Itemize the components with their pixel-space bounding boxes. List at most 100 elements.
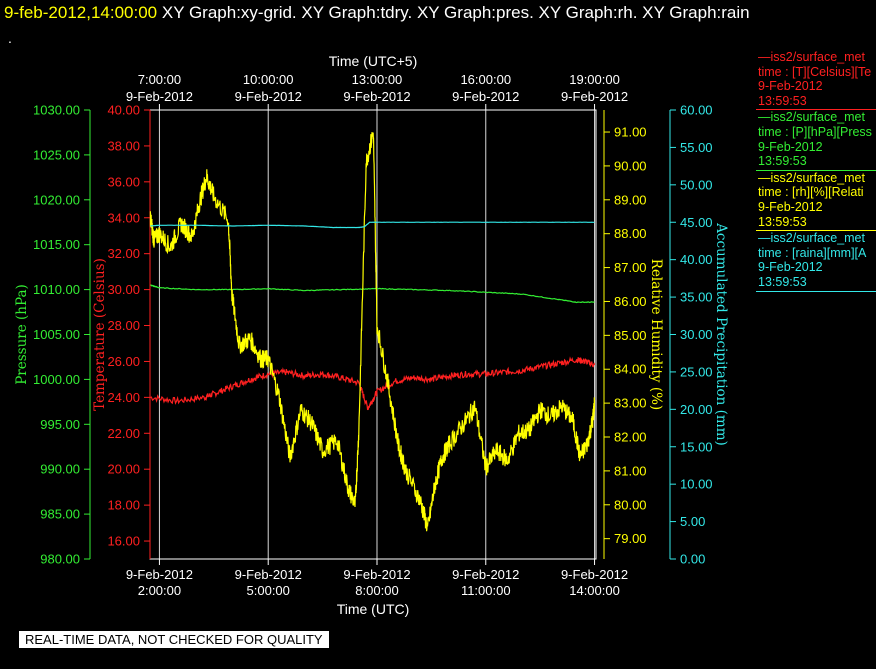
legend-text: 9-Feb-2012 [758, 260, 823, 275]
y-tick-label-temperature: 18.00 [107, 498, 140, 513]
y-tick-label-temperature: 32.00 [107, 246, 140, 261]
legend-text: 13:59:53 [758, 93, 807, 108]
x-top-tick-label: 13:00:00 [352, 72, 403, 87]
x-tick-label: 9-Feb-2012 [561, 567, 628, 582]
legend-text: time : [T][Celsius][Te [758, 64, 872, 79]
series-line-rh [149, 132, 596, 532]
x-tick-label: 9-Feb-2012 [452, 567, 519, 582]
y-tick-label-temperature: 22.00 [107, 426, 140, 441]
y-tick-label-rain: 10.00 [680, 477, 713, 492]
y-tick-label-rh: 89.00 [614, 192, 647, 207]
legend: —iss2/surface_met time : [T][Celsius][Te 9… [756, 50, 876, 292]
y-tick-label-pressure: 1030.00 [33, 103, 80, 118]
legend-text: —iss2/surface_met [758, 231, 865, 246]
x-tick-label: 11:00:00 [461, 583, 511, 598]
legend-text: —iss2/surface_met [758, 170, 865, 185]
x-top-tick-label: 16:00:00 [460, 72, 511, 87]
y-tick-label-rain: 5.00 [680, 514, 705, 529]
legend-entry: —iss2/surface_met time : [T][Celsius][Te 9… [756, 50, 876, 111]
y-tick-label-temperature: 40.00 [107, 103, 140, 118]
legend-text: time : [P][hPa][Press [758, 124, 872, 139]
y-tick-label-rh: 83.00 [614, 396, 647, 411]
x-top-tick-label: 9-Feb-2012 [126, 89, 193, 104]
header-dot: . [8, 30, 12, 46]
x-tick-label: 2:00:00 [138, 583, 181, 598]
legend-text: 9-Feb-2012 [758, 79, 823, 94]
y-tick-label-pressure: 1015.00 [33, 237, 80, 252]
legend-text: —iss2/surface_met [758, 50, 865, 64]
y-tick-label-pressure: 980.00 [40, 552, 80, 567]
x-top-tick-label: 19:00:00 [569, 72, 620, 87]
header-graph-list: XY Graph:xy-grid. XY Graph:tdry. XY Grap… [161, 3, 750, 22]
y-tick-label-pressure: 990.00 [40, 462, 80, 477]
y-tick-label-rh: 86.00 [614, 294, 647, 309]
legend-entry: —iss2/surface_met time : [raina][mm][A 9-F… [756, 231, 876, 292]
y-tick-label-rh: 88.00 [614, 226, 647, 241]
x-top-tick-label: 10:00:00 [243, 72, 294, 87]
series-line-rain [150, 221, 595, 229]
legend-entry: —iss2/surface_met time : [rh][%][Relati 9-… [756, 170, 876, 232]
series-line-pressure [150, 284, 595, 304]
legend-text: time : [raina][mm][A [758, 245, 867, 260]
y-axis-title-rh: Relative Humidity (%) [648, 259, 664, 410]
legend-text: time : [rh][%][Relati [758, 185, 864, 200]
x-tick-label: 8:00:00 [355, 583, 398, 598]
y-axis-title-temperature: Temperature (Celsius) [92, 258, 108, 411]
x-tick-label: 9-Feb-2012 [126, 567, 193, 582]
y-tick-label-rain: 55.00 [680, 140, 713, 155]
y-tick-label-rain: 45.00 [680, 215, 713, 230]
y-tick-label-rain: 35.00 [680, 290, 713, 305]
y-tick-label-pressure: 1020.00 [33, 192, 80, 207]
y-tick-label-pressure: 1025.00 [33, 147, 80, 162]
x-top-tick-label: 9-Feb-2012 [343, 89, 410, 104]
y-tick-label-rh: 90.00 [614, 158, 647, 173]
legend-text: 13:59:53 [758, 274, 807, 289]
y-tick-label-rh: 81.00 [614, 463, 647, 478]
quality-banner: REAL-TIME DATA, NOT CHECKED FOR QUALITY [19, 631, 329, 648]
y-axis-title-rain: Accumulated Precipitation (mm) [713, 222, 729, 446]
y-tick-label-temperature: 34.00 [107, 210, 140, 225]
y-tick-label-rh: 79.00 [614, 531, 647, 546]
y-tick-label-pressure: 1010.00 [33, 282, 80, 297]
y-tick-label-rain: 30.00 [680, 327, 713, 342]
y-tick-label-temperature: 30.00 [107, 282, 140, 297]
legend-text: 9-Feb-2012 [758, 199, 823, 214]
y-tick-label-temperature: 16.00 [107, 534, 140, 549]
y-tick-label-rh: 91.00 [614, 125, 647, 140]
series-line-temperature [150, 356, 596, 411]
x-axis-title: Time (UTC) [337, 601, 410, 617]
y-tick-label-pressure: 1005.00 [33, 327, 80, 342]
y-tick-label-pressure: 1000.00 [33, 372, 80, 387]
y-tick-label-temperature: 38.00 [107, 138, 140, 153]
y-tick-label-rh: 85.00 [614, 328, 647, 343]
x-tick-label: 9-Feb-2012 [235, 567, 302, 582]
y-tick-label-rh: 80.00 [614, 497, 647, 512]
x-tick-label: 14:00:00 [569, 583, 620, 598]
x-top-tick-label: 9-Feb-2012 [561, 89, 628, 104]
y-tick-label-pressure: 995.00 [40, 417, 80, 432]
x-top-tick-label: 9-Feb-2012 [235, 89, 302, 104]
legend-text: 13:59:53 [758, 214, 807, 229]
y-tick-label-rain: 25.00 [680, 364, 713, 379]
y-tick-label-rain: 15.00 [680, 439, 713, 454]
y-tick-label-rain: 50.00 [680, 177, 713, 192]
header-timestamp: 9-feb-2012,14:00:00 [4, 3, 158, 22]
y-tick-label-rh: 82.00 [614, 430, 647, 445]
y-tick-label-rh: 84.00 [614, 362, 647, 377]
y-axis-title-pressure: Pressure (hPa) [14, 284, 30, 385]
y-tick-label-pressure: 985.00 [40, 507, 80, 522]
y-tick-label-rain: 0.00 [680, 552, 705, 567]
y-tick-label-temperature: 26.00 [107, 354, 140, 369]
legend-text: 9-Feb-2012 [758, 139, 823, 154]
y-tick-label-rh: 87.00 [614, 260, 647, 275]
legend-entry: —iss2/surface_met time : [P][hPa][Press 9-… [756, 110, 876, 171]
y-tick-label-temperature: 28.00 [107, 318, 140, 333]
y-tick-label-temperature: 24.00 [107, 390, 140, 405]
legend-text: 13:59:53 [758, 154, 807, 169]
y-tick-label-rain: 40.00 [680, 252, 713, 267]
x-tick-label: 9-Feb-2012 [343, 567, 410, 582]
y-tick-label-rain: 20.00 [680, 402, 713, 417]
x-top-tick-label: 7:00:00 [138, 72, 181, 87]
x-top-axis-title: Time (UTC+5) [329, 53, 418, 69]
